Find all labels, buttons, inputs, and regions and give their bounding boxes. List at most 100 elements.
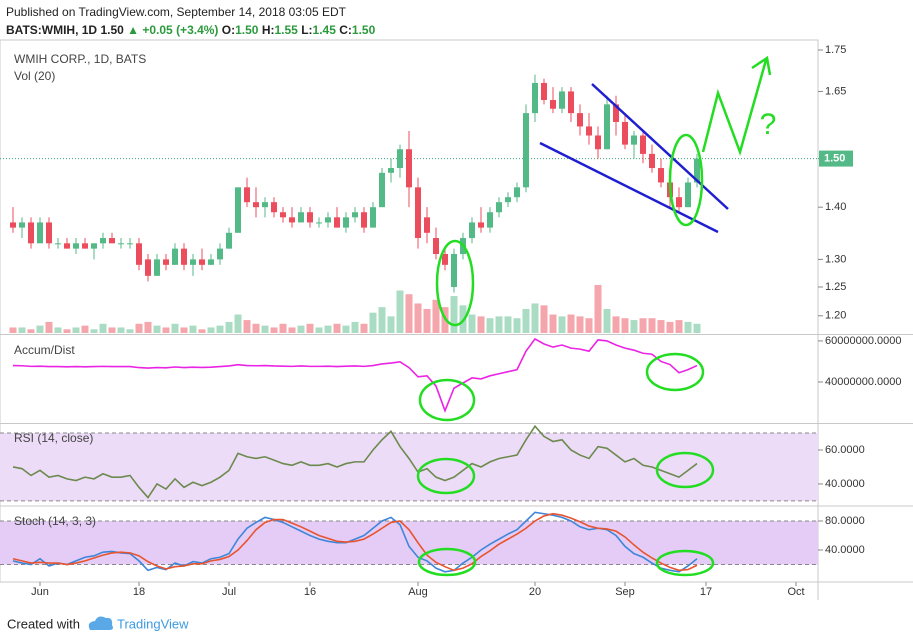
volume-bar: [504, 316, 512, 333]
candle-body: [64, 243, 70, 249]
volume-bar: [495, 316, 503, 333]
volume-bar: [189, 325, 197, 333]
volume-bar: [666, 321, 674, 333]
volume-bar: [261, 325, 269, 333]
candle-body: [190, 259, 196, 265]
volume-bar: [207, 327, 215, 333]
y-tick-label: 60.0000: [825, 444, 865, 456]
candle-body: [199, 259, 205, 265]
volume-bar: [558, 316, 566, 333]
candle-body: [127, 243, 133, 245]
footer-text: Created with: [7, 616, 80, 631]
volume-bar: [531, 303, 539, 333]
x-tick-label: Aug: [408, 586, 428, 598]
trend-line: [539, 141, 719, 234]
y-tick-label: 40.0000: [825, 478, 865, 490]
volume-bar: [81, 325, 89, 333]
volume-bar: [108, 327, 116, 333]
volume-bar: [522, 309, 530, 333]
brand[interactable]: TradingView: [117, 616, 189, 631]
volume-bar: [405, 294, 413, 333]
volume-bar: [135, 323, 143, 333]
x-tick-label: Jun: [31, 586, 49, 598]
candle-body: [253, 202, 259, 208]
volume-bar: [630, 320, 638, 333]
x-tick-label: 20: [529, 586, 541, 598]
y-tick-label: 1.75: [825, 44, 846, 56]
candle-body: [406, 149, 412, 188]
candle-body: [91, 243, 97, 249]
candle-body: [28, 222, 34, 244]
h-label: H:: [261, 23, 275, 37]
header: Published on TradingView.com, September …: [6, 3, 375, 39]
candle-body: [685, 182, 691, 208]
y-tick-label: 40.0000: [825, 544, 865, 556]
o-value: 1.50: [235, 23, 259, 37]
y-tick-label: 40000000.0000: [825, 376, 901, 388]
candle-body: [568, 91, 574, 114]
volume-bar: [540, 305, 548, 333]
volume-bar: [54, 327, 62, 333]
volume-bar: [477, 316, 485, 333]
candle-body: [19, 222, 25, 228]
volume-bar: [603, 309, 611, 333]
candle-body: [559, 91, 565, 109]
x-tick-label: 17: [700, 586, 712, 598]
volume-bar: [270, 327, 278, 333]
candle-body: [208, 259, 214, 265]
volume-bar: [216, 325, 224, 333]
candle-body: [235, 187, 241, 233]
l-value: 1.45: [312, 23, 336, 37]
candle-body: [442, 253, 448, 265]
candle-body: [523, 113, 529, 188]
volume-bar: [198, 329, 206, 333]
volume-bar: [369, 312, 377, 333]
y-tick-label: 1.20: [825, 310, 846, 322]
volume-bar: [639, 318, 647, 333]
volume-bar: [144, 321, 152, 333]
volume-bar: [252, 323, 260, 333]
highlight: [418, 378, 476, 422]
x-tick-label: 16: [304, 586, 316, 598]
volume-bar: [684, 321, 692, 333]
highlight: [417, 547, 477, 577]
volume-bar: [378, 307, 386, 333]
volume-bar: [324, 325, 332, 333]
volume-bar: [693, 323, 701, 333]
volume-bar: [657, 320, 665, 333]
volume-bar: [243, 320, 251, 333]
candle-body: [658, 168, 664, 183]
candle-body: [424, 217, 430, 233]
candle-body: [298, 212, 304, 223]
volume-bar: [18, 327, 26, 333]
candle-body: [694, 158, 700, 183]
candle-body: [145, 259, 151, 276]
arrow: [701, 59, 768, 157]
volume-bar: [45, 321, 53, 333]
candle-body: [451, 253, 457, 288]
volume-bar: [90, 329, 98, 333]
candle-body: [280, 212, 286, 218]
highlight: [668, 133, 704, 227]
candle-body: [343, 217, 349, 228]
candle-body: [46, 222, 52, 244]
candle-body: [325, 217, 331, 223]
candle-body: [550, 100, 556, 109]
y-tick-label: 1.40: [825, 201, 846, 213]
volume-bar: [396, 290, 404, 333]
volume-bar: [594, 285, 602, 333]
candle-body: [217, 248, 223, 260]
candle-body: [271, 202, 277, 213]
candle-body: [649, 153, 655, 169]
candle-body: [379, 172, 385, 208]
highlight: [416, 457, 476, 495]
volume-bar: [99, 323, 107, 333]
series-line: [12, 337, 698, 413]
candle-body: [496, 202, 502, 213]
last-price-label: 1.50: [824, 152, 845, 164]
y-tick-label: 80.0000: [825, 515, 865, 527]
y-tick-label: 60000000.0000: [825, 335, 901, 347]
volume-bar: [423, 309, 431, 333]
volume-bar: [153, 325, 161, 333]
